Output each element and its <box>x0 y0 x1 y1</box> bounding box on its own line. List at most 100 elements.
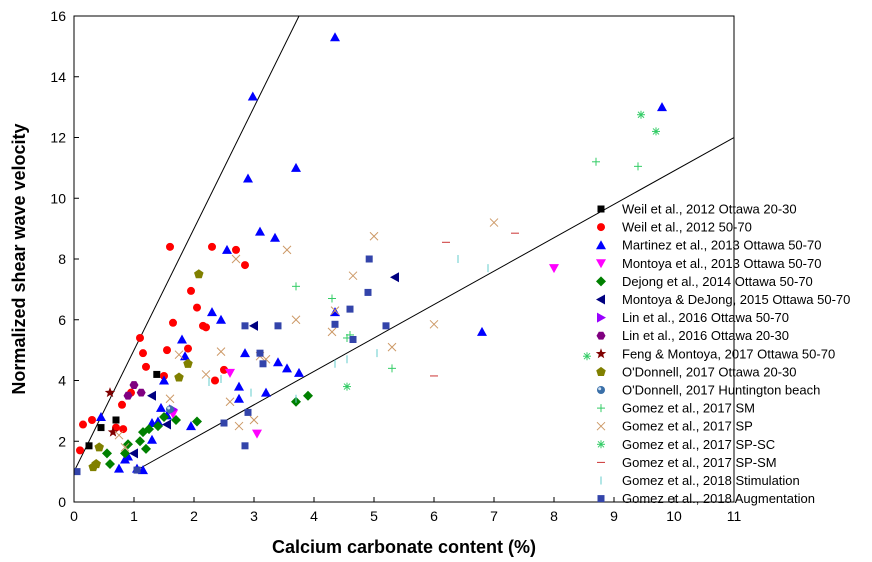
data-point <box>274 322 282 330</box>
series-4 <box>102 390 313 470</box>
legend-item: Dejong et al., 2014 Ottawa 50-70 <box>596 274 813 289</box>
legend-label: Gomez et al., 2018 Stimulation <box>622 473 800 488</box>
reference-line <box>133 137 734 473</box>
legend-marker <box>597 312 606 323</box>
x-tick-label: 7 <box>490 508 498 524</box>
x-axis-title: Calcium carbonate content (%) <box>272 537 536 557</box>
data-point <box>216 347 226 356</box>
legend-item: Gomez et al., 2017 SM <box>597 401 755 416</box>
data-point <box>159 411 169 422</box>
data-point <box>330 32 340 42</box>
legend-label: Gomez et al., 2017 SP <box>622 419 753 434</box>
y-axis: 0 2 4 6 8 10 12 14 16 <box>50 8 79 510</box>
data-point <box>114 463 124 473</box>
data-point <box>259 360 267 368</box>
data-point <box>166 242 174 251</box>
x-tick-label: 0 <box>70 508 78 524</box>
data-point <box>292 282 300 291</box>
data-point <box>282 245 292 255</box>
x-tick-label: 6 <box>430 508 438 524</box>
data-point <box>107 426 119 437</box>
legend-item: Gomez et al., 2017 SP <box>596 419 753 434</box>
data-point <box>76 446 84 455</box>
data-point <box>114 430 124 440</box>
x-tick-label: 5 <box>370 508 378 524</box>
data-point <box>129 381 139 389</box>
data-point <box>291 315 301 325</box>
data-point <box>330 306 340 315</box>
legend-item: Feng & Montoya, 2017 Ottawa 50-70 <box>595 346 835 361</box>
data-point <box>489 218 499 227</box>
data-point <box>592 157 600 166</box>
legend-label: Martinez et al., 2013 Ottawa 50-70 <box>622 238 821 253</box>
series-layer <box>73 32 667 476</box>
data-point <box>123 451 133 461</box>
y-tick-label: 14 <box>50 69 66 85</box>
data-point <box>177 334 187 344</box>
data-point <box>162 419 171 430</box>
data-point <box>216 314 226 324</box>
legend-marker <box>597 223 605 232</box>
data-point <box>142 362 150 371</box>
data-point <box>222 244 232 254</box>
data-point <box>247 91 258 101</box>
legend-marker <box>596 240 606 250</box>
legend-item: Lin et al., 2016 Ottawa 50-70 <box>597 310 789 325</box>
data-point <box>194 269 204 279</box>
data-point <box>232 245 240 254</box>
data-point <box>73 468 81 476</box>
data-point <box>390 272 399 283</box>
data-point <box>184 344 192 353</box>
series-3 <box>168 264 559 439</box>
data-point <box>153 370 161 378</box>
data-point <box>163 346 171 355</box>
data-point <box>174 350 184 360</box>
y-tick-label: 8 <box>58 251 66 267</box>
x-tick-label: 3 <box>250 508 258 524</box>
data-point <box>119 425 128 434</box>
data-point <box>387 342 397 352</box>
data-point <box>201 370 211 379</box>
data-point <box>349 335 357 343</box>
data-point <box>97 424 105 432</box>
legend-item: Montoya et al., 2013 Ottawa 50-70 <box>596 256 821 271</box>
y-tick-label: 10 <box>50 190 66 206</box>
data-point <box>241 322 249 330</box>
data-point <box>165 394 175 404</box>
legend-item: Montoya & DeJong, 2015 Ottawa 50-70 <box>596 292 850 307</box>
data-point <box>91 459 101 469</box>
data-point <box>129 448 138 459</box>
data-point <box>244 408 252 416</box>
data-point <box>123 391 133 400</box>
data-point <box>225 397 235 407</box>
data-point <box>211 376 219 385</box>
data-point <box>234 421 244 431</box>
data-point <box>136 388 146 397</box>
data-point <box>105 459 115 470</box>
data-point <box>652 127 660 136</box>
data-point <box>136 333 144 342</box>
legend-marker <box>596 276 606 287</box>
data-point <box>225 368 235 378</box>
legend-item: Martinez et al., 2013 Ottawa 50-70 <box>596 238 821 253</box>
data-point <box>429 319 439 329</box>
data-point <box>234 393 244 403</box>
data-point <box>241 261 249 270</box>
x-tick-label: 2 <box>190 508 198 524</box>
data-point <box>192 416 202 427</box>
data-point <box>202 323 210 332</box>
data-point <box>477 326 487 336</box>
data-point <box>147 390 156 401</box>
series-11 <box>292 157 642 373</box>
legend-marker <box>596 259 606 269</box>
series-8 <box>104 387 119 437</box>
legend-label: Montoya & DeJong, 2015 Ottawa 50-70 <box>622 292 850 307</box>
series-16 <box>73 255 390 476</box>
data-point <box>249 415 259 425</box>
legend-label: O'Donnell, 2017 Huntington beach <box>622 383 820 398</box>
data-point <box>273 357 283 367</box>
data-point <box>303 390 313 401</box>
data-point <box>186 421 196 431</box>
y-tick-label: 0 <box>58 494 66 510</box>
